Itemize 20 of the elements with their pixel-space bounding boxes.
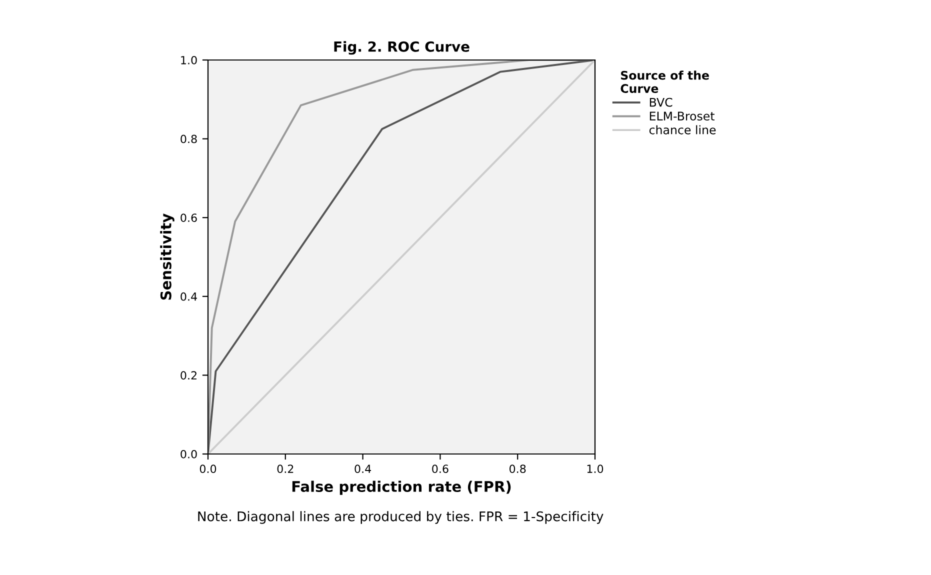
- x-tick-label: 0.8: [510, 464, 526, 474]
- y-tick-label: 0.4: [180, 292, 197, 301]
- legend-title: Source of the Curve: [620, 70, 709, 93]
- y-tick-label: 0.0: [180, 450, 197, 458]
- text: Note. Diagonal lines are produced by ties. FPR = 1-Specificity: [198, 511, 604, 524]
- x-tick-label: 0.2: [277, 464, 294, 474]
- legend-label: ELM-Broset: [650, 112, 715, 121]
- y-tick-label: 0.2: [180, 371, 196, 380]
- x-tick-label: 0.4: [354, 464, 372, 474]
- y-tick-label: 0.6: [180, 214, 197, 222]
- y-axis-title: Sensitivity: [160, 214, 174, 300]
- x-tick-label: 1.0: [587, 464, 604, 474]
- legend-label: BVC: [650, 98, 672, 107]
- x-tick-label: 0.6: [432, 464, 448, 474]
- x-axis-title: False prediction rate (FPR): [292, 480, 511, 495]
- legend-label: chance line: [649, 125, 716, 134]
- y-tick-label: 1.0: [181, 56, 197, 64]
- chart-title: Fig. 2. ROC Curve: [334, 41, 470, 55]
- y-tick-label: 0.8: [180, 134, 197, 144]
- x-tick-label: 0.0: [200, 464, 216, 474]
